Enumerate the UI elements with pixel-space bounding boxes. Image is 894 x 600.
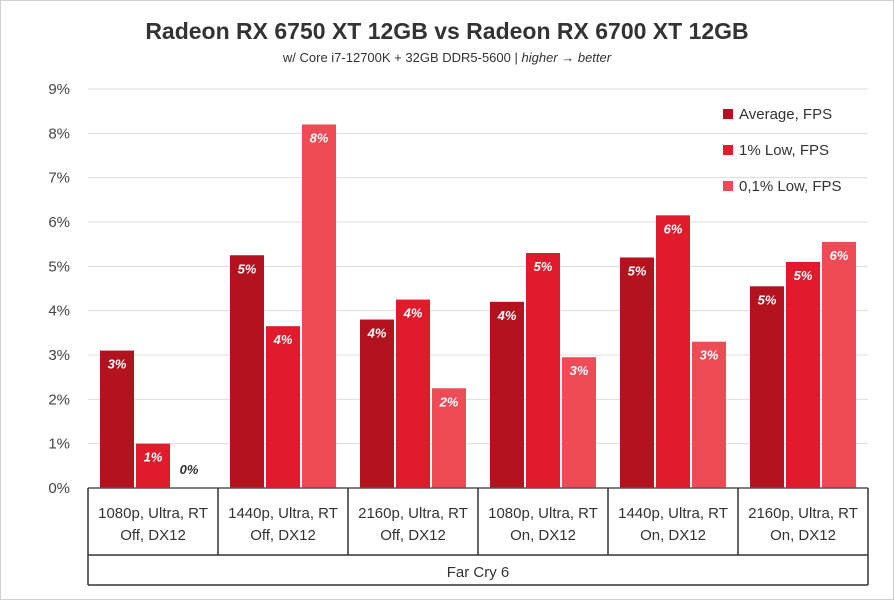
y-tick-label: 6%	[48, 214, 70, 231]
bar	[562, 357, 596, 488]
x-category-label: On, DX12	[510, 527, 576, 544]
data-label: 4%	[403, 306, 423, 321]
x-category-label: On, DX12	[770, 527, 836, 544]
legend-swatch	[723, 181, 733, 191]
bar	[302, 124, 336, 488]
bar	[266, 326, 300, 488]
data-label: 4%	[273, 332, 293, 347]
bar	[396, 299, 430, 488]
legend-label: 1% Low, FPS	[739, 142, 829, 159]
x-category-label: 2160p, Ultra, RT	[358, 505, 468, 522]
data-labels: 3% 5% 4% 4% 5% 5% 1% 4% 4% 5% 6% 5% 0% 8% 2% 3% 3% 6%	[108, 130, 849, 477]
data-label: 3%	[570, 363, 589, 378]
bar	[526, 253, 560, 488]
x-category-label: 1080p, Ultra, RT	[488, 505, 598, 522]
x-axis-label: Far Cry 6	[447, 564, 510, 581]
bar	[656, 215, 690, 488]
y-tick-label: 0%	[48, 480, 70, 497]
data-label: 5%	[534, 259, 553, 274]
y-tick-label: 1%	[48, 436, 70, 453]
y-tick-label: 4%	[48, 303, 70, 320]
data-label: 5%	[238, 261, 257, 276]
data-label: 3%	[108, 357, 127, 372]
y-axis: 0% 1% 2% 3% 4% 5% 6% 7% 8% 9%	[48, 81, 70, 497]
y-tick-label: 5%	[48, 258, 70, 275]
y-tick-label: 2%	[48, 391, 70, 408]
bar	[822, 241, 856, 488]
bar	[692, 341, 726, 488]
bar	[432, 388, 466, 488]
bar	[136, 443, 170, 488]
bar	[100, 350, 134, 488]
subtitle-text: w/ Core i7-12700K + 32GB DDR5-5600 |	[282, 50, 522, 65]
data-label: 8%	[310, 130, 329, 145]
data-label: 5%	[758, 292, 777, 307]
x-category-label: 1080p, Ultra, RT	[98, 505, 208, 522]
x-category-label: On, DX12	[640, 527, 706, 544]
bar	[750, 286, 784, 488]
y-tick-label: 9%	[48, 81, 70, 98]
legend-label: 0,1% Low, FPS	[739, 178, 842, 195]
y-tick-label: 8%	[48, 125, 70, 142]
bar	[490, 301, 524, 488]
chart-subtitle: w/ Core i7-12700K + 32GB DDR5-5600 | hig…	[0, 50, 894, 65]
legend-swatch	[723, 145, 733, 155]
x-category-label: 2160p, Ultra, RT	[748, 505, 858, 522]
legend-swatch	[723, 109, 733, 119]
data-label: 4%	[497, 308, 517, 323]
data-label: 4%	[367, 326, 387, 341]
legend-label: Average, FPS	[739, 106, 832, 123]
bar	[620, 257, 654, 488]
data-label: 1%	[144, 450, 163, 465]
x-category-label: Off, DX12	[380, 527, 446, 544]
subtitle-note: higher → better	[521, 50, 612, 65]
x-category-label: 1440p, Ultra, RT	[228, 505, 338, 522]
bar	[360, 319, 394, 488]
bar	[786, 261, 820, 488]
bars	[100, 124, 856, 488]
bar	[230, 255, 264, 488]
x-axis: 1080p, Ultra, RT Off, DX12 1440p, Ultra, R…	[87, 487, 869, 586]
y-tick-label: 3%	[48, 347, 70, 364]
x-category-label: Off, DX12	[250, 527, 316, 544]
x-category-label: 1440p, Ultra, RT	[618, 505, 728, 522]
data-label: 5%	[628, 263, 647, 278]
data-label: 2%	[439, 394, 459, 409]
data-label: 0%	[180, 462, 199, 477]
data-label: 3%	[700, 348, 719, 363]
chart-title: Radeon RX 6750 XT 12GB vs Radeon RX 6700…	[145, 18, 749, 44]
x-category-label: Off, DX12	[120, 527, 186, 544]
data-label: 5%	[794, 268, 813, 283]
data-label: 6%	[664, 221, 683, 236]
legend: Average, FPS 1% Low, FPS 0,1% Low, FPS	[723, 106, 842, 195]
data-label: 6%	[830, 248, 849, 263]
y-tick-label: 7%	[48, 170, 70, 187]
